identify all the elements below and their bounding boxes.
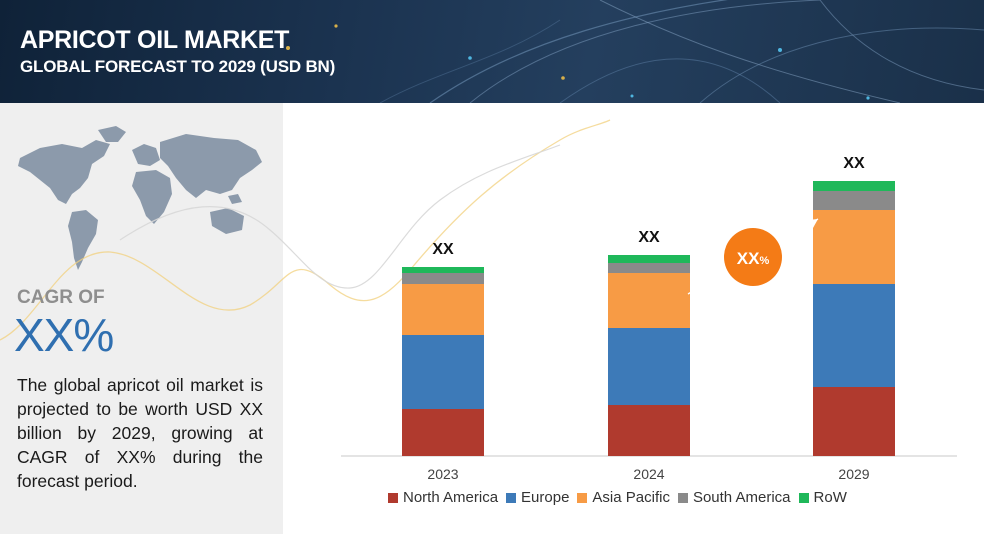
bar-group — [402, 181, 895, 456]
legend-label: RoW — [813, 489, 847, 506]
bar-2023-row — [402, 267, 484, 273]
bar-2023-south-america — [402, 273, 484, 284]
page-subtitle: GLOBAL FORECAST TO 2029 (USD BN) — [20, 57, 336, 76]
cagr-value: XX% — [14, 309, 114, 361]
bar-2023-north-america — [402, 409, 484, 456]
bar-2024-europe — [608, 328, 690, 405]
legend-swatch — [677, 492, 688, 503]
chart-legend: North America Europe Asia Pacific South Ame… — [388, 489, 855, 506]
growth-badge-text: XX% — [737, 249, 770, 268]
legend-item-south-america: South America — [677, 489, 791, 506]
legend-label: South America — [692, 489, 791, 506]
legend-swatch — [798, 492, 809, 503]
legend-swatch — [577, 492, 588, 503]
legend-item-north-america: North America — [388, 489, 498, 506]
summary-text: The global apricot oil market is project… — [17, 375, 263, 491]
growth-arrow-head — [808, 219, 818, 228]
total-label-2024: XX — [638, 229, 660, 246]
legend-label: North America — [403, 489, 499, 506]
page-title: APRICOT OIL MARKET — [20, 26, 290, 54]
bar-2023-asia-pacific — [402, 284, 484, 335]
legend-label: Europe — [521, 489, 570, 506]
header-decoration — [286, 0, 984, 103]
legend-swatch — [506, 492, 517, 503]
bar-2024-row — [608, 255, 690, 263]
bar-2024-north-america — [608, 405, 690, 456]
legend-item-row: RoW — [798, 489, 847, 506]
total-label-group: XX XX XX — [432, 155, 865, 258]
legend-item-asia-pacific: Asia Pacific — [577, 489, 670, 506]
bar-2029-asia-pacific — [813, 210, 895, 284]
legend-swatch — [388, 492, 398, 503]
bar-2024-asia-pacific — [608, 273, 690, 328]
x-tick-2023: 2023 — [427, 466, 458, 482]
x-tick-2024: 2024 — [633, 466, 664, 482]
bar-2029-row — [813, 181, 895, 191]
total-label-2023: XX — [432, 241, 454, 258]
bar-2024-south-america — [608, 263, 690, 273]
legend-item-europe: Europe — [506, 489, 569, 506]
bar-2029-europe — [813, 284, 895, 387]
cagr-label: CAGR OF — [17, 287, 105, 308]
total-label-2029: XX — [843, 155, 865, 172]
decor-curve-grey — [119, 144, 561, 289]
x-tick-group: 2023 2024 2029 — [427, 466, 869, 482]
world-map-icon — [18, 126, 262, 270]
bar-2023-europe — [402, 335, 484, 409]
x-tick-2029: 2029 — [838, 466, 869, 482]
header-banner: APRICOT OIL MARKET GLOBAL FORECAST TO 20… — [0, 0, 984, 103]
growth-badge — [724, 228, 782, 286]
legend-label: Asia Pacific — [592, 489, 670, 506]
bar-2029-north-america — [813, 387, 895, 456]
bar-2029-south-america — [813, 191, 895, 210]
